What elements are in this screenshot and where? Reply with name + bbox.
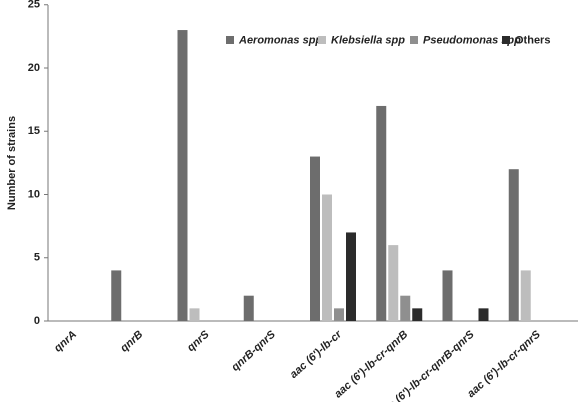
bar xyxy=(388,245,399,321)
bar xyxy=(334,308,344,321)
legend-label: Aeromonas spp xyxy=(238,34,322,46)
x-tick-label: qnrB xyxy=(118,328,145,354)
bar xyxy=(508,169,519,321)
legend-label: Klebsiella spp xyxy=(331,34,405,46)
x-tick-label: aac (6')-lb-cr-qnrB xyxy=(332,328,410,400)
legend-swatch xyxy=(410,36,418,44)
x-tick-label: aac (6')-lb-cr-qnrS xyxy=(465,328,543,400)
x-tick-label: qnrA xyxy=(52,328,79,354)
bar xyxy=(442,270,453,321)
bar xyxy=(322,194,332,321)
legend-swatch xyxy=(502,36,510,44)
bar xyxy=(111,270,122,321)
x-tick-label: qnrB-qnrS xyxy=(229,328,278,374)
y-tick-label: 0 xyxy=(34,315,40,327)
x-tick-label: aac (6')-lb-cr xyxy=(288,328,345,381)
y-axis-label: Number of strains xyxy=(6,116,18,210)
bar xyxy=(177,30,188,322)
bar xyxy=(310,156,320,321)
y-tick-label: 10 xyxy=(28,188,40,200)
bar xyxy=(189,308,200,321)
x-tick-label: qnrS xyxy=(185,328,212,354)
bar xyxy=(478,308,489,321)
legend-swatch xyxy=(226,36,234,44)
bar xyxy=(400,295,411,321)
y-tick-label: 15 xyxy=(28,125,40,137)
bar xyxy=(520,270,531,321)
bar xyxy=(243,295,254,321)
legend-label: Pseudomonas spp xyxy=(423,34,521,46)
y-tick-label: 5 xyxy=(34,252,40,264)
legend-swatch xyxy=(318,36,326,44)
y-tick-label: 25 xyxy=(28,0,40,11)
legend-label: Others xyxy=(515,34,550,46)
bar xyxy=(376,105,387,321)
y-tick-label: 20 xyxy=(28,62,40,74)
bar xyxy=(412,308,423,321)
bar xyxy=(346,232,356,321)
